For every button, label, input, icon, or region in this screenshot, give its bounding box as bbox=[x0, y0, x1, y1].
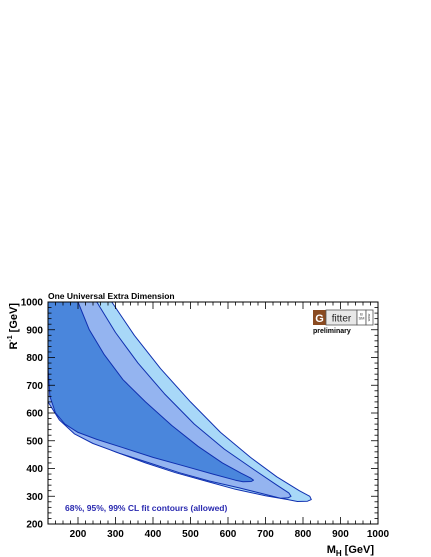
x-tick-label: 600 bbox=[220, 529, 237, 540]
chart-title: One Universal Extra Dimension bbox=[48, 291, 175, 301]
legend-text: 68%, 95%, 99% CL fit contours (allowed) bbox=[65, 503, 227, 513]
x-axis-symbol: M bbox=[327, 544, 336, 556]
y-axis-superscript: -1 bbox=[7, 335, 14, 341]
x-tick-label: 300 bbox=[107, 529, 124, 540]
x-tick-label: 200 bbox=[70, 529, 87, 540]
x-tick-label: 800 bbox=[295, 529, 312, 540]
logo-letter: G bbox=[315, 313, 324, 325]
logo-side-top: B bbox=[360, 312, 363, 317]
y-axis-symbol: R bbox=[8, 342, 20, 350]
logo-url-box bbox=[365, 309, 374, 326]
contour-layer bbox=[47, 301, 312, 502]
logo-word: fitter bbox=[332, 314, 352, 325]
y-tick-label: 700 bbox=[26, 381, 43, 392]
x-tick-label: 500 bbox=[182, 529, 199, 540]
y-tick-label: 300 bbox=[26, 492, 43, 503]
logo-side-mid: SM bbox=[359, 316, 365, 321]
logo-side-bottom: www bbox=[367, 313, 371, 321]
x-tick-label: 400 bbox=[145, 529, 162, 540]
y-tick-label: 200 bbox=[26, 520, 43, 531]
x-axis-subscript: H bbox=[336, 549, 342, 557]
y-tick-label: 600 bbox=[26, 409, 43, 420]
y-tick-label: 800 bbox=[26, 353, 43, 364]
tick-layer: 200 300 400 500 600 700 800 900 1000 200 300 400 500… bbox=[21, 298, 390, 541]
y-axis-title: R-1 [GeV] bbox=[7, 303, 20, 350]
x-axis-unit: [GeV] bbox=[345, 544, 375, 556]
logo-letter-box bbox=[313, 310, 326, 325]
x-tick-label: 1000 bbox=[367, 529, 390, 540]
y-tick-label: 1000 bbox=[21, 298, 44, 309]
x-tick-label: 700 bbox=[257, 529, 274, 540]
x-axis-title: MH [GeV] bbox=[327, 544, 375, 557]
gfitter-logo: G fitter B SM www preliminary bbox=[313, 309, 374, 335]
logo-caption: preliminary bbox=[313, 328, 351, 335]
y-axis-unit: [GeV] bbox=[8, 303, 20, 333]
contour-68cl bbox=[47, 301, 254, 483]
y-tick-label: 400 bbox=[26, 464, 43, 475]
y-tick-label: 900 bbox=[26, 325, 43, 336]
y-tick-label: 500 bbox=[26, 436, 43, 447]
x-tick-label: 900 bbox=[332, 529, 349, 540]
contour-95cl bbox=[47, 301, 292, 499]
